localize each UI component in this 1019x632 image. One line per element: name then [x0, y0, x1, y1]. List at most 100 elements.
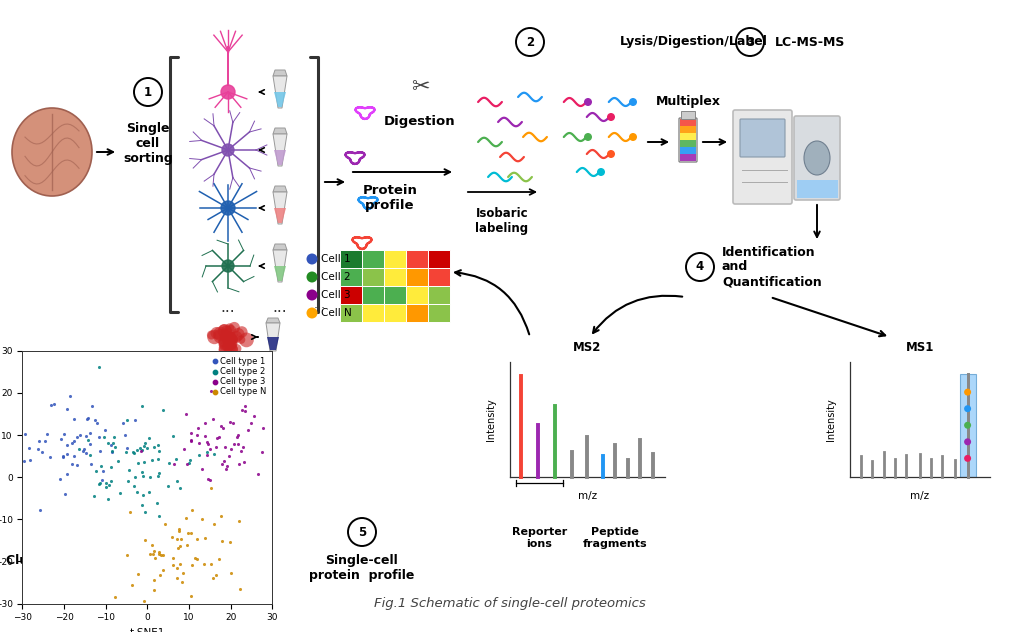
Point	[267, 453, 283, 463]
Point	[128, 487, 145, 497]
Circle shape	[225, 325, 236, 336]
Bar	[339, 250, 362, 268]
Circle shape	[306, 272, 317, 283]
Circle shape	[222, 331, 234, 344]
Point	[93, 461, 109, 471]
Bar	[383, 304, 406, 322]
Circle shape	[221, 332, 232, 343]
Polygon shape	[274, 92, 285, 107]
Text: Single-cell
protein  profile: Single-cell protein profile	[309, 554, 415, 582]
Point	[147, 553, 163, 563]
Point	[150, 441, 166, 451]
Point	[173, 577, 190, 587]
Point	[151, 446, 167, 456]
Point	[155, 564, 171, 574]
Point	[59, 404, 75, 414]
Point	[183, 428, 200, 438]
Point	[122, 507, 139, 517]
Point	[189, 534, 205, 544]
Point	[194, 514, 210, 524]
Circle shape	[224, 336, 237, 349]
Text: Isobaric
labeling: Isobaric labeling	[475, 207, 528, 235]
Point	[250, 469, 266, 479]
Point	[236, 406, 253, 416]
Point	[100, 494, 116, 504]
Point	[172, 483, 189, 494]
Circle shape	[629, 98, 637, 106]
FancyBboxPatch shape	[733, 110, 791, 204]
Point	[204, 573, 220, 583]
Circle shape	[224, 343, 237, 356]
Circle shape	[235, 326, 248, 337]
Text: Multiplex: Multiplex	[655, 95, 719, 109]
Polygon shape	[273, 244, 286, 250]
Bar	[383, 250, 406, 268]
Point	[214, 423, 230, 433]
Point	[123, 580, 140, 590]
Point	[77, 431, 94, 441]
Bar	[681, 111, 694, 119]
Legend: Cell type 1, Cell type 2, Cell type 3, Cell type N: Cell type 1, Cell type 2, Cell type 3, C…	[211, 355, 268, 398]
Point	[219, 461, 235, 471]
Point	[146, 442, 162, 453]
Point	[112, 489, 128, 499]
Point	[15, 456, 32, 466]
Polygon shape	[273, 134, 286, 166]
Point	[223, 444, 239, 454]
Point	[239, 425, 256, 435]
Point	[65, 451, 82, 461]
Bar	[383, 268, 406, 286]
Point	[243, 418, 259, 428]
Polygon shape	[274, 208, 285, 223]
Point	[174, 568, 191, 578]
Point	[172, 534, 189, 544]
Point	[87, 415, 103, 425]
Point	[106, 592, 122, 602]
Point	[246, 411, 262, 421]
Circle shape	[226, 332, 238, 344]
Point	[59, 441, 75, 451]
Point	[194, 464, 210, 474]
Point	[78, 448, 95, 458]
Point	[206, 519, 222, 529]
Point	[196, 559, 212, 569]
Point	[57, 489, 73, 499]
Point	[151, 547, 167, 557]
Text: MS1: MS1	[905, 341, 933, 354]
Point	[170, 525, 186, 535]
Point	[164, 532, 180, 542]
Point	[65, 414, 82, 424]
Point	[37, 436, 53, 446]
Circle shape	[963, 455, 970, 462]
Point	[189, 554, 205, 564]
Point	[191, 450, 207, 460]
Point	[133, 501, 150, 511]
Point	[168, 562, 184, 573]
FancyBboxPatch shape	[793, 116, 840, 200]
Point	[59, 449, 75, 459]
Text: 3: 3	[745, 35, 753, 49]
Point	[182, 436, 199, 446]
Point	[135, 490, 151, 500]
Point	[146, 547, 162, 557]
Point	[228, 432, 245, 442]
Point	[127, 471, 144, 482]
Circle shape	[227, 342, 236, 351]
Point	[137, 437, 153, 447]
Circle shape	[230, 331, 242, 343]
Point	[98, 478, 114, 488]
Text: ...: ...	[272, 300, 287, 315]
Point	[129, 569, 146, 579]
Point	[91, 432, 107, 442]
Point	[221, 451, 237, 461]
Circle shape	[225, 338, 236, 350]
Point	[146, 585, 162, 595]
Point	[39, 429, 55, 439]
Circle shape	[222, 335, 234, 348]
Text: Pool of
cells: Pool of cells	[210, 369, 246, 391]
Point	[151, 468, 167, 478]
Point	[208, 442, 224, 452]
Point	[86, 491, 102, 501]
Polygon shape	[274, 266, 285, 281]
FancyBboxPatch shape	[739, 119, 785, 157]
